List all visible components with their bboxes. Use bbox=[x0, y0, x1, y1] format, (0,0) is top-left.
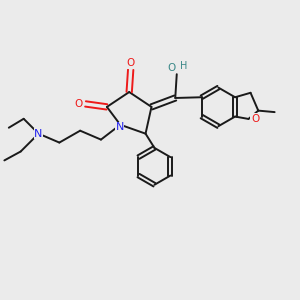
Text: N: N bbox=[34, 129, 43, 139]
Text: O: O bbox=[251, 114, 259, 124]
Text: N: N bbox=[116, 122, 124, 132]
Text: O: O bbox=[167, 63, 175, 73]
Text: O: O bbox=[74, 99, 82, 109]
Text: O: O bbox=[127, 58, 135, 68]
Text: H: H bbox=[180, 61, 187, 71]
